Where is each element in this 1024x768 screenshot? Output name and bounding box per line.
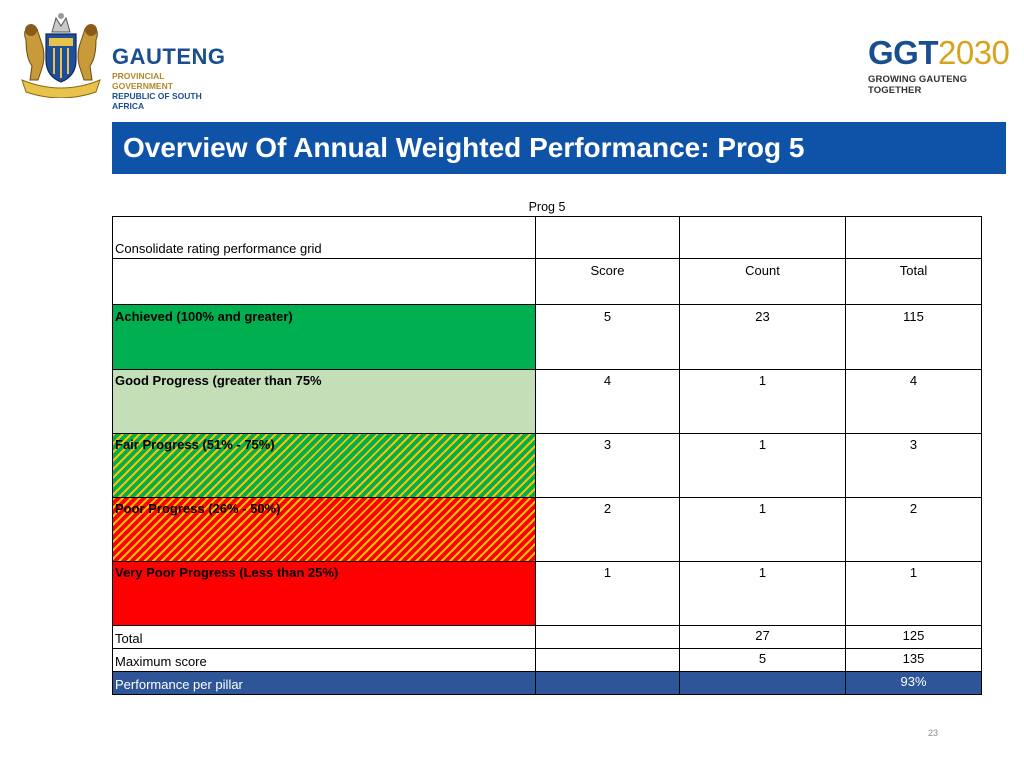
table-cell: 135	[845, 648, 982, 672]
table-cell: 125	[845, 625, 982, 649]
table-cell: 27	[679, 625, 846, 649]
rating-label: Achieved (100% and greater)	[115, 309, 293, 324]
table-cell: 93%	[845, 671, 982, 695]
table-cell: 3	[845, 433, 982, 498]
header-blank-cell	[535, 216, 680, 259]
count-value: 23	[755, 309, 770, 324]
summary-label: Total	[115, 631, 143, 646]
header-blank-cell	[679, 216, 846, 259]
rating-label: Poor Progress (26% - 50%)	[115, 501, 281, 516]
table-cell	[679, 671, 846, 695]
rating-fair-cell: Fair Progress (51% - 75%)	[112, 433, 536, 498]
total-value: 2	[909, 501, 918, 516]
table-cell: 23	[679, 304, 846, 370]
table-cell: 115	[845, 304, 982, 370]
summary-performance-cell: Performance per pillar	[112, 671, 536, 695]
table-cell: 1	[535, 561, 680, 626]
ggt2030-wordmark: GGT2030	[868, 34, 1010, 71]
total-value: 125	[902, 628, 925, 643]
column-header-total: Total	[845, 258, 982, 305]
total-value: 1	[909, 565, 918, 580]
table-cell: 5	[679, 648, 846, 672]
performance-value: 93%	[900, 674, 927, 689]
summary-label: Maximum score	[115, 654, 207, 669]
summary-maximum-cell: Maximum score	[112, 648, 536, 672]
grid-title-cell: Consolidate rating performance grid	[112, 216, 536, 259]
column-header-label: Count	[745, 263, 780, 278]
table-cell: 1	[679, 561, 846, 626]
column-header-label: Total	[899, 263, 928, 278]
gauteng-logo: GAUTENG PROVINCIAL GOVERNMENT REPUBLIC O…	[16, 10, 225, 111]
table-cell	[535, 625, 680, 649]
header-blank-cell	[845, 216, 982, 259]
summary-label: Performance per pillar	[115, 677, 243, 692]
table-cell: 5	[535, 304, 680, 370]
rating-label: Very Poor Progress (Less than 25%)	[115, 565, 339, 580]
grid-title: Consolidate rating performance grid	[115, 241, 322, 256]
rating-very-poor-cell: Very Poor Progress (Less than 25%)	[112, 561, 536, 626]
score-value: 4	[603, 373, 612, 388]
column-header-score: Score	[535, 258, 680, 305]
ggt2030-tagline: GROWING GAUTENG TOGETHER	[868, 74, 968, 96]
score-value: 3	[603, 437, 612, 452]
table-cell: 4	[845, 369, 982, 434]
total-value: 115	[903, 309, 924, 324]
page-number: 23	[928, 728, 939, 738]
count-value: 5	[758, 651, 767, 666]
rating-achieved-cell: Achieved (100% and greater)	[112, 304, 536, 370]
table-cell	[535, 648, 680, 672]
score-value: 1	[603, 565, 612, 580]
count-value: 1	[758, 565, 767, 580]
table-caption: Prog 5	[528, 200, 566, 214]
total-value: 3	[909, 437, 918, 452]
gauteng-subtitle-1: PROVINCIAL GOVERNMENT	[112, 71, 173, 91]
gauteng-wordmark: GAUTENG	[112, 44, 226, 69]
score-value: 2	[603, 501, 612, 516]
rating-good-cell: Good Progress (greater than 75%	[112, 369, 536, 434]
count-value: 1	[758, 437, 767, 452]
table-cell: 1	[679, 497, 846, 562]
table-cell: 1	[845, 561, 982, 626]
score-value: 5	[603, 309, 612, 324]
ggt2030-logo: GGT2030 GROWING GAUTENG TOGETHER	[868, 34, 1010, 97]
year-wordmark-part: 2030	[938, 34, 1010, 71]
count-value: 1	[758, 373, 767, 388]
ggt-wordmark-part: GGT	[868, 34, 939, 71]
performance-grid: Consolidate rating performance grid Scor…	[112, 216, 982, 696]
header-blank-cell	[112, 258, 536, 305]
total-value: 4	[909, 373, 918, 388]
table-cell: 2	[845, 497, 982, 562]
title-banner: Overview Of Annual Weighted Performance:…	[112, 122, 1006, 174]
total-value: 135	[902, 651, 925, 666]
table-cell: 2	[535, 497, 680, 562]
table-cell: 1	[679, 433, 846, 498]
column-header-label: Score	[590, 263, 625, 278]
column-header-count: Count	[679, 258, 846, 305]
table-cell	[535, 671, 680, 695]
count-value: 27	[755, 628, 770, 643]
table-cell: 4	[535, 369, 680, 434]
rating-poor-cell: Poor Progress (26% - 50%)	[112, 497, 536, 562]
slide-title: Overview Of Annual Weighted Performance:…	[123, 132, 805, 163]
table-cell: 3	[535, 433, 680, 498]
count-value: 1	[758, 501, 767, 516]
coat-of-arms-icon	[21, 13, 101, 98]
gauteng-subtitle-2: REPUBLIC OF SOUTH AFRICA	[112, 91, 202, 111]
rating-label: Fair Progress (51% - 75%)	[115, 437, 275, 452]
table-cell: 1	[679, 369, 846, 434]
summary-total-cell: Total	[112, 625, 536, 649]
rating-label: Good Progress (greater than 75%	[115, 373, 322, 388]
